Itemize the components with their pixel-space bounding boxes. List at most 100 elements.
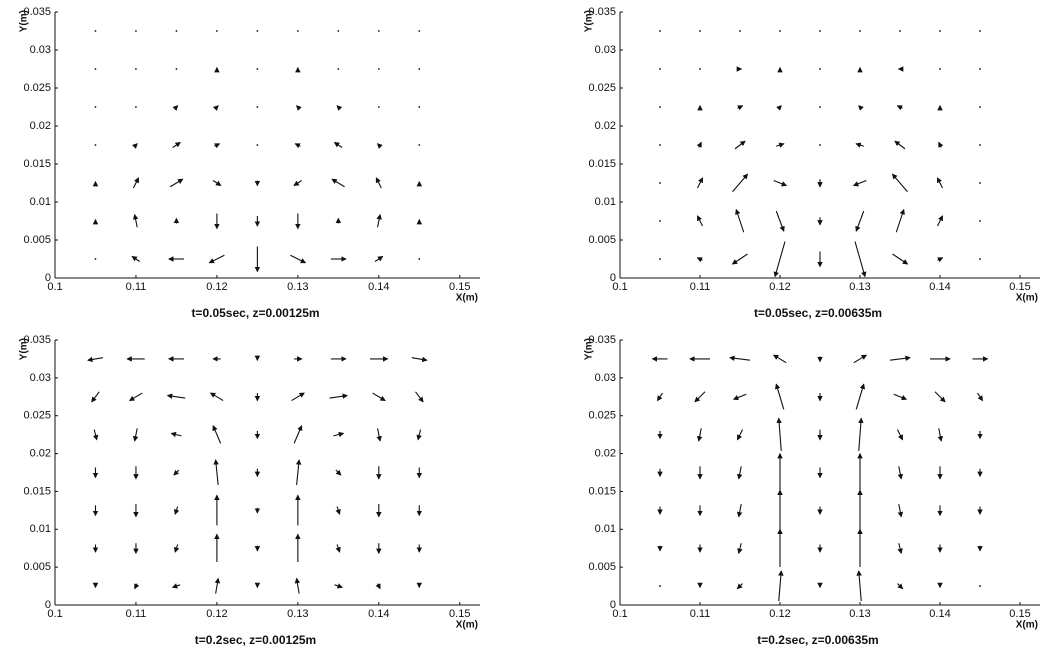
- vector: [293, 425, 303, 444]
- x-tick-label: 0.12: [206, 281, 227, 293]
- chart-title: t=0.05sec, z=0.00125m: [191, 306, 319, 320]
- x-tick-label: 0.12: [769, 608, 790, 620]
- vector: [736, 503, 743, 518]
- y-tick-label: 0: [45, 599, 51, 611]
- y-tick-label: 0.005: [23, 234, 51, 246]
- vector: [774, 383, 785, 410]
- y-tick-label: 0.035: [588, 334, 616, 346]
- vector: [213, 459, 219, 486]
- x-tick-label: 0.11: [690, 608, 711, 620]
- vector: [375, 583, 381, 590]
- vector: [418, 30, 421, 32]
- y-tick-label: 0.01: [595, 523, 616, 535]
- vector: [854, 241, 867, 278]
- vector: [170, 431, 182, 438]
- vector: [897, 583, 904, 590]
- vector: [897, 543, 903, 555]
- vector: [335, 506, 341, 515]
- vector: [819, 144, 821, 146]
- vector: [778, 570, 784, 602]
- vector: [731, 253, 748, 265]
- vector: [172, 105, 179, 111]
- x-tick-label: 0.1: [612, 608, 627, 620]
- vector: [212, 425, 222, 444]
- y-tick-label: 0.02: [30, 120, 51, 132]
- vector: [899, 30, 901, 32]
- vector: [732, 393, 747, 401]
- vector: [937, 215, 943, 227]
- vector: [209, 392, 224, 402]
- vector: [775, 210, 785, 232]
- vector: [376, 213, 382, 228]
- y-axis-label: Y(m): [584, 10, 595, 32]
- vector: [859, 30, 861, 32]
- vector: [734, 140, 746, 150]
- chart-title: t=0.2sec, z=0.00635m: [757, 633, 878, 647]
- vector: [418, 258, 421, 260]
- vector: [256, 30, 259, 32]
- y-tick-label: 0.01: [30, 523, 51, 535]
- vector: [175, 30, 178, 32]
- vector: [214, 577, 221, 594]
- vector: [819, 68, 821, 70]
- vector: [979, 182, 981, 184]
- y-tick-label: 0.02: [30, 447, 51, 459]
- x-tick-label: 0.12: [206, 608, 227, 620]
- x-tick-label: 0.13: [849, 281, 870, 293]
- vector: [171, 583, 181, 589]
- vector: [819, 30, 821, 32]
- vector: [772, 354, 787, 364]
- vector: [776, 417, 782, 451]
- y-tick-label: 0: [45, 272, 51, 284]
- y-tick-label: 0: [610, 272, 616, 284]
- y-tick-label: 0.015: [588, 485, 616, 497]
- y-tick-label: 0.02: [595, 120, 616, 132]
- vector: [696, 257, 703, 263]
- y-tick-label: 0.035: [23, 6, 51, 18]
- vector: [415, 391, 424, 403]
- vector: [979, 258, 981, 260]
- vector: [979, 30, 981, 32]
- vector: [335, 469, 342, 476]
- vector: [659, 585, 661, 587]
- y-tick-label: 0.015: [23, 485, 51, 497]
- vector: [939, 30, 941, 32]
- vector: [697, 177, 703, 189]
- vector: [375, 177, 382, 189]
- vector: [295, 459, 302, 486]
- vector: [979, 68, 981, 70]
- chart-title: t=0.2sec, z=0.00125m: [195, 633, 316, 647]
- vector: [937, 257, 944, 263]
- vector: [131, 255, 141, 262]
- vector: [329, 393, 348, 399]
- vector: [895, 208, 905, 233]
- vector: [659, 220, 661, 222]
- vector: [294, 577, 301, 594]
- vector: [779, 30, 781, 32]
- vector: [855, 210, 865, 232]
- y-tick-label: 0.03: [30, 372, 51, 384]
- vector: [656, 392, 663, 402]
- vector: [773, 179, 788, 187]
- vector: [212, 105, 219, 111]
- vector: [94, 68, 97, 70]
- vector: [377, 30, 380, 32]
- y-tick-label: 0.005: [588, 234, 616, 246]
- y-tick-label: 0.025: [588, 82, 616, 94]
- vector: [732, 173, 749, 193]
- vector: [166, 393, 186, 399]
- x-axis-label: X(m): [1016, 620, 1038, 631]
- vector: [372, 392, 386, 402]
- x-tick-label: 0.14: [368, 281, 389, 293]
- x-tick-label: 0.13: [287, 281, 308, 293]
- vector: [174, 544, 180, 553]
- vector: [132, 428, 139, 442]
- vector: [293, 180, 302, 187]
- x-axis-label: X(m): [456, 620, 478, 631]
- vector: [737, 543, 743, 555]
- vector: [856, 570, 862, 602]
- vector: [334, 583, 343, 589]
- y-tick-label: 0.02: [595, 447, 616, 459]
- vector: [333, 141, 343, 148]
